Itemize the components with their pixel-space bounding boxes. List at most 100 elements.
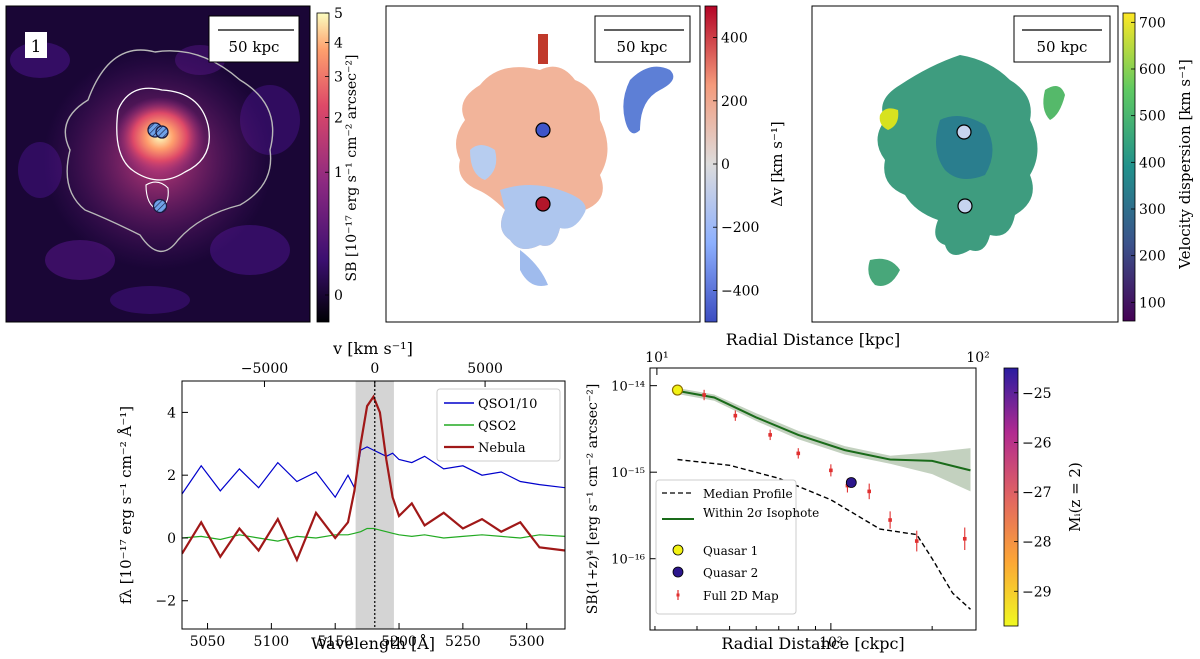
dispersion-colorbar-label: Velocity dispersion [km s⁻¹] (1176, 59, 1194, 270)
profile-point (702, 393, 706, 397)
legend-label-nebula: Nebula (478, 441, 526, 456)
dispersion-colorbar (1122, 12, 1136, 322)
profile-point (768, 433, 772, 437)
dispersion-map-tail (1043, 86, 1065, 120)
magnitude-colorbar-tick-label: −26 (1022, 435, 1052, 451)
velocity-scalebar-box (594, 15, 691, 63)
dispersion-colorbar-tick-label: 100 (1139, 295, 1166, 311)
sb-colorbar-label: SB [10⁻¹⁷ erg s⁻¹ cm⁻² arcsec⁻²] (344, 55, 360, 282)
profile-median-line (677, 458, 971, 610)
sb-colorbar-tick-label: 1 (334, 165, 343, 181)
sb-outer-contour (64, 49, 274, 252)
spectrum-ytick-label: 4 (167, 405, 176, 421)
velocity-colorbar-label: Δv [km s⁻¹] (768, 121, 786, 207)
spectrum-top-tick-label: −5000 (241, 361, 288, 377)
dispersion-map-core (936, 116, 993, 179)
spectrum-ylabel: fλ [10⁻¹⁷ erg s⁻¹ cm⁻² Å⁻¹] (117, 406, 135, 604)
magnitude-colorbar-ticks: −25 −26 −27 −28 −29 (1014, 386, 1052, 600)
velocity-map-blue-patch (470, 145, 497, 180)
sb-colorbar-tick-label: 2 (334, 110, 343, 126)
sb-colorbar (316, 12, 330, 323)
spectrum-xtick-label: 5050 (190, 634, 226, 650)
profile-top-xlabel: Radial Distance [kpc] (726, 330, 900, 349)
dispersion-colorbar-tick-label: 200 (1139, 249, 1166, 265)
velocity-colorbar-tick-label: 0 (721, 157, 730, 173)
spectrum-top-tick-label: 0 (370, 361, 379, 377)
magnitude-colorbar-tick-label: −28 (1022, 535, 1052, 551)
legend-swatch-full2d (676, 593, 680, 597)
legend-label-full2d: Full 2D Map (703, 589, 779, 603)
spectrum-xtick-label: 5200 (381, 634, 417, 650)
profile-isophote-line (677, 389, 971, 472)
velocity-map-panel: 50 kpc 400 200 0 −200 −400 Δv [km s⁻¹] (385, 5, 786, 323)
dispersion-scalebar-label: 50 kpc (1037, 38, 1088, 56)
spectrum-ytick-label: −2 (155, 594, 176, 610)
magnitude-colorbar-tick-label: −25 (1022, 386, 1052, 402)
profile-ytick-label: 10⁻¹⁴ (611, 380, 645, 395)
sb-colorbar-ticks: 5 4 3 2 1 0 (325, 6, 343, 304)
profile-quasar1-point (671, 384, 684, 396)
sb-colorbar-tick-label: 5 (334, 6, 343, 22)
quasar1-marker-b (155, 125, 169, 139)
sb-inner-contour (116, 87, 210, 181)
velocity-map-red-spike (538, 34, 548, 64)
legend-label-median: Median Profile (703, 487, 793, 501)
panel-number-box (25, 32, 47, 58)
spectrum-xtick-label: 5300 (509, 634, 545, 650)
dispersion-quasar2-marker (957, 198, 973, 214)
spectrum-ytick-label: 2 (167, 468, 176, 484)
panel-number: 1 (31, 37, 42, 57)
spectrum-lines (182, 394, 565, 563)
spectrum-top-xlabel: v [km s⁻¹] (332, 339, 413, 358)
spectrum-xtick-label: 5100 (254, 634, 290, 650)
profile-ytick-label: 10⁻¹⁶ (611, 553, 645, 568)
profile-xtick-label: 10² (819, 635, 842, 651)
spectrum-series-qso1-10 (182, 446, 565, 499)
velocity-map-blue-region (500, 185, 586, 249)
sb-scalebar-box (208, 15, 300, 63)
dispersion-colorbar-tick-label: 700 (1139, 15, 1166, 31)
magnitude-colorbar-tick-label: −27 (1022, 485, 1052, 501)
profile-point (733, 413, 738, 418)
profile-point (888, 518, 892, 522)
spectrum-axes: 5050 5100 5150 5200 5250 5300 −2 0 2 4 −5000 0 5000 (155, 361, 544, 650)
profile-xlabel: Radial Distance [ckpc] (721, 634, 904, 653)
velocity-colorbar-tick-label: −200 (721, 220, 759, 236)
legend-label-qso2: QSO2 (478, 419, 517, 434)
profile-content (671, 384, 971, 610)
dispersion-quasar1-marker (956, 124, 972, 140)
spectrum-legend-box (436, 388, 561, 462)
dispersion-scalebar-box (1013, 15, 1111, 63)
profile-ylabel: SB(1+z)⁴ [erg s⁻¹ cm⁻² arcsec⁻²] (585, 384, 601, 615)
legend-label-quasar1: Quasar 1 (703, 544, 758, 558)
velocity-colorbar-tick-label: 200 (721, 94, 748, 110)
profile-quasar2-point (845, 477, 857, 488)
dispersion-colorbar-tick-label: 600 (1139, 62, 1166, 78)
velocity-quasar1-marker (535, 122, 551, 138)
spectrum-xtick-label: 5150 (317, 634, 353, 650)
dispersion-colorbar-ticks: 700 600 500 400 300 200 100 (1131, 15, 1166, 311)
profile-legend-box (655, 479, 797, 615)
dispersion-colorbar-tick-label: 500 (1139, 109, 1166, 125)
sb-map-frame (5, 5, 311, 323)
spectrum-legend: QSO1/10 QSO2 Nebula (436, 388, 561, 462)
profile-point (796, 451, 801, 456)
velocity-map-bottom-arm (520, 250, 548, 286)
magnitude-colorbar-label: Mᵢ(z = 2) (1066, 462, 1084, 532)
sb-colorbar-tick-label: 0 (334, 288, 343, 304)
profile-top-tick-label: 10² (966, 350, 989, 366)
velocity-colorbar-tick-label: −400 (721, 283, 759, 299)
spectrum-xtick-label: 5250 (445, 634, 481, 650)
spectrum-xlabel: Wavelength [Å] (311, 633, 435, 653)
spectrum-series-nebula (182, 394, 565, 563)
dispersion-map-fragment (868, 258, 900, 286)
profile-ytick-label: 10⁻¹⁵ (611, 466, 645, 481)
legend-label-quasar2: Quasar 2 (703, 566, 758, 580)
legend-swatch-quasar2 (672, 566, 684, 578)
velocity-quasar2-marker (535, 196, 551, 212)
dispersion-map-hot-patch (879, 108, 899, 130)
